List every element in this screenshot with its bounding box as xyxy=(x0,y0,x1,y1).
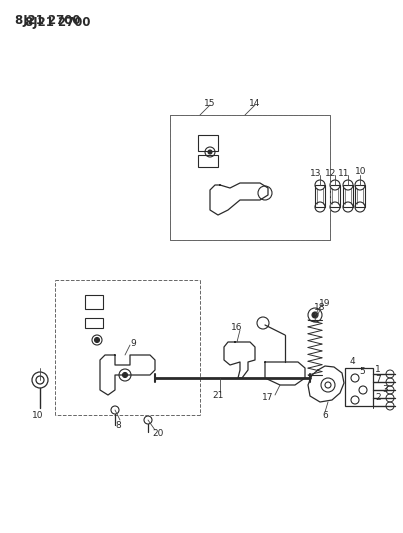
Text: 2: 2 xyxy=(375,393,381,402)
Text: 10: 10 xyxy=(32,410,44,419)
Bar xyxy=(198,135,218,151)
Bar xyxy=(198,155,218,167)
Circle shape xyxy=(312,312,318,318)
Text: 6: 6 xyxy=(322,410,328,419)
Text: 18: 18 xyxy=(314,303,326,312)
Text: 4: 4 xyxy=(349,358,355,367)
Bar xyxy=(315,185,325,207)
Text: 15: 15 xyxy=(204,99,216,108)
Text: 3: 3 xyxy=(382,385,388,394)
Bar xyxy=(170,115,330,240)
Circle shape xyxy=(208,150,212,154)
Bar xyxy=(85,318,103,328)
Text: 14: 14 xyxy=(249,99,261,108)
Text: 1: 1 xyxy=(375,366,381,375)
Text: 20: 20 xyxy=(152,429,164,438)
Bar xyxy=(345,368,373,406)
Bar xyxy=(355,185,365,207)
Bar xyxy=(85,295,103,309)
Text: 11: 11 xyxy=(338,168,350,177)
Circle shape xyxy=(123,373,127,377)
Bar xyxy=(330,185,340,207)
Text: 19: 19 xyxy=(319,298,331,308)
Text: 8: 8 xyxy=(115,421,121,430)
Circle shape xyxy=(94,337,100,343)
Text: 5: 5 xyxy=(359,367,365,376)
Text: 21: 21 xyxy=(212,392,224,400)
Text: 12: 12 xyxy=(325,168,337,177)
Text: 13: 13 xyxy=(310,168,322,177)
Text: 7: 7 xyxy=(375,376,381,384)
Text: 9: 9 xyxy=(130,340,136,349)
Text: 17: 17 xyxy=(262,392,274,401)
Text: 8J21 2700: 8J21 2700 xyxy=(15,14,81,27)
Bar xyxy=(343,185,353,207)
Text: 16: 16 xyxy=(231,324,243,333)
Text: 10: 10 xyxy=(355,166,367,175)
Text: 8J21 2700: 8J21 2700 xyxy=(25,16,91,29)
